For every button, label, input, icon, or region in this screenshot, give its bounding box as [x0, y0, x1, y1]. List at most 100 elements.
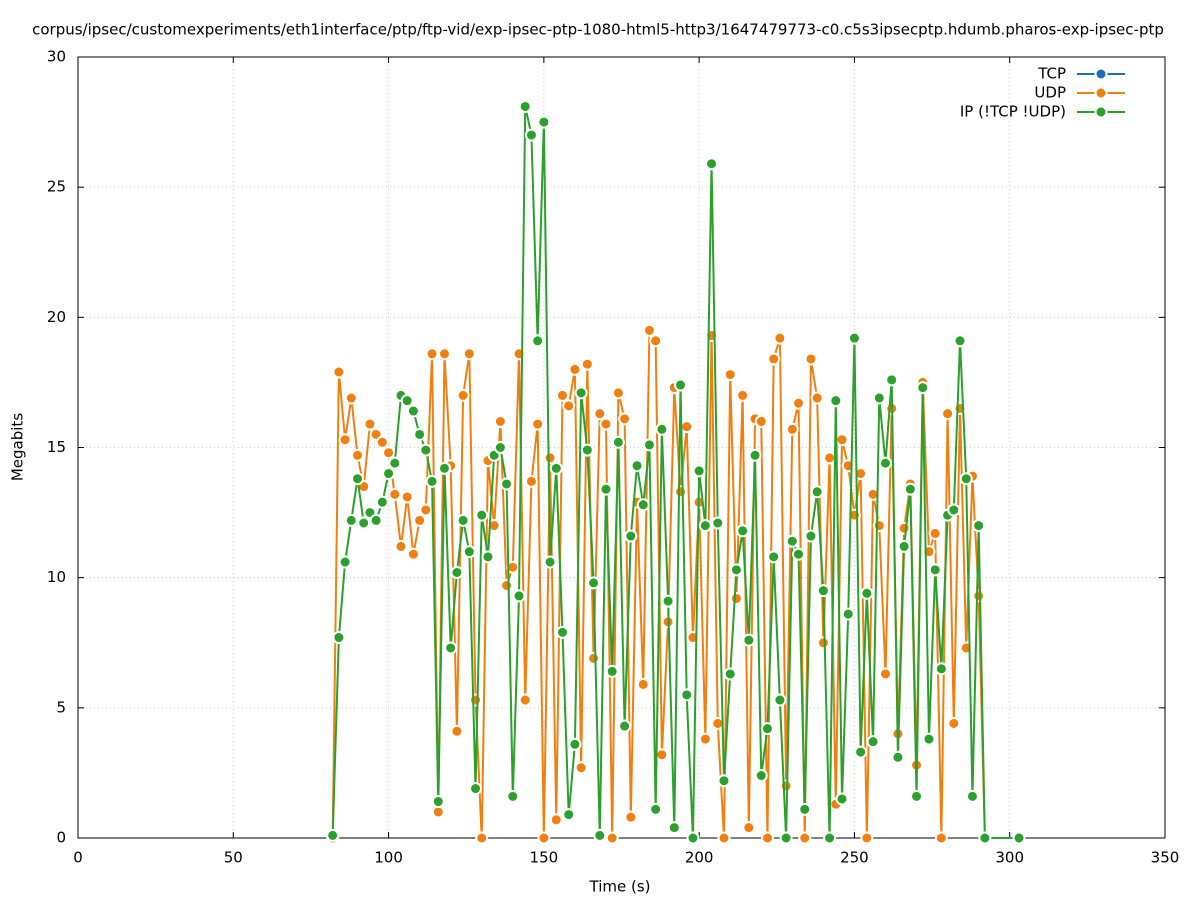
data-point [642, 323, 656, 337]
data-point [555, 625, 569, 639]
data-point [854, 745, 868, 759]
data-point [537, 831, 551, 845]
data-point [531, 334, 545, 348]
data-point [760, 722, 774, 736]
data-point [500, 578, 514, 592]
data-point [835, 433, 849, 447]
series-line [331, 106, 1020, 839]
data-point [649, 802, 663, 816]
data-point [891, 750, 905, 764]
data-point [655, 422, 669, 436]
data-point [456, 513, 470, 527]
data-point [754, 414, 768, 428]
data-point [425, 347, 439, 361]
data-point [413, 427, 427, 441]
y-tick-label: 30 [47, 48, 66, 66]
chart-title: corpus/ipsec/customexperiments/eth1inter… [32, 21, 1164, 39]
data-point [878, 667, 892, 681]
x-axis-label: Time (s) [589, 878, 651, 896]
data-point [773, 693, 787, 707]
data-point [872, 519, 886, 533]
data-point [332, 631, 346, 645]
data-point [835, 792, 849, 806]
data-point [469, 693, 483, 707]
data-point [798, 831, 812, 845]
data-point [636, 677, 650, 691]
data-point [922, 732, 936, 746]
data-point [667, 821, 681, 835]
data-point [642, 438, 656, 452]
data-point [810, 485, 824, 499]
data-point [897, 521, 911, 535]
data-point [394, 539, 408, 553]
data-point [916, 381, 930, 395]
data-point [624, 529, 638, 543]
data-point [978, 831, 992, 845]
data-point [549, 813, 563, 827]
data-point [425, 474, 439, 488]
data-point [562, 808, 576, 822]
data-point [723, 667, 737, 681]
data-point [698, 519, 712, 533]
data-point [537, 115, 551, 129]
data-point [854, 467, 868, 481]
data-point [804, 529, 818, 543]
data-point [431, 805, 445, 819]
data-point [524, 474, 538, 488]
data-point [860, 831, 874, 845]
data-point [829, 394, 843, 408]
x-tick-label: 100 [374, 849, 403, 867]
data-point [574, 386, 588, 400]
data-point [568, 737, 582, 751]
legend-marker [1094, 67, 1108, 81]
data-point [605, 831, 619, 845]
data-point [363, 417, 377, 431]
data-point [804, 352, 818, 366]
data-point [816, 636, 830, 650]
data-point [748, 448, 762, 462]
data-point [823, 831, 837, 845]
data-point [934, 831, 948, 845]
data-point [351, 448, 365, 462]
data-point [406, 404, 420, 418]
data-point [344, 513, 358, 527]
data-point [760, 831, 774, 845]
data-point [810, 391, 824, 405]
data-point [965, 789, 979, 803]
y-tick-label: 5 [56, 698, 66, 716]
data-point [779, 779, 793, 793]
data-point [518, 99, 532, 113]
data-point [518, 693, 532, 707]
legend-label: IP (!TCP !UDP) [960, 103, 1066, 121]
data-point [618, 412, 632, 426]
data-point [326, 828, 340, 842]
data-point [972, 589, 986, 603]
data-point [649, 334, 663, 348]
data-point [928, 563, 942, 577]
data-point [928, 526, 942, 540]
data-point [717, 831, 731, 845]
data-point [400, 490, 414, 504]
data-point [680, 420, 694, 434]
data-point [674, 485, 688, 499]
legend-marker [1094, 86, 1108, 100]
data-point [785, 422, 799, 436]
data-point [375, 495, 389, 509]
data-point [717, 774, 731, 788]
data-point [866, 735, 880, 749]
data-point [785, 534, 799, 548]
data-point [543, 555, 557, 569]
data-point [773, 331, 787, 345]
data-point [450, 724, 464, 738]
data-point [450, 565, 464, 579]
data-point [344, 391, 358, 405]
data-point [798, 802, 812, 816]
data-point [611, 435, 625, 449]
data-point [767, 550, 781, 564]
legend-label: UDP [1034, 84, 1066, 102]
data-point [630, 459, 644, 473]
y-axis-label: Megabits [9, 413, 27, 481]
plot-border [77, 56, 1166, 839]
data-point [872, 391, 886, 405]
y-tick-label: 10 [47, 568, 66, 586]
